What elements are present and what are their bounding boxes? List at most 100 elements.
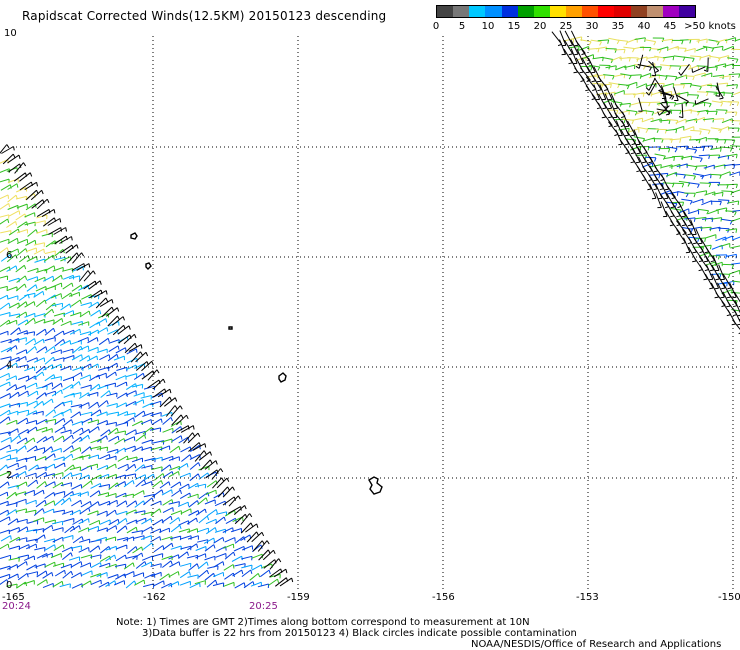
wind-barb: [26, 400, 38, 407]
wind-barb: [707, 84, 719, 87]
wind-barb: [51, 389, 62, 397]
wind-barb-flag: [42, 371, 45, 376]
wind-barb-flag: [97, 402, 100, 407]
wind-barb: [14, 162, 24, 174]
legend-swatch-12: [630, 6, 647, 17]
wind-barb: [161, 555, 173, 560]
wind-barb-flag: [135, 500, 138, 505]
wind-barb: [126, 500, 136, 508]
wind-barb: [15, 498, 27, 504]
wind-barb: [0, 356, 12, 360]
wind-barb: [135, 561, 146, 569]
wind-barb: [6, 265, 17, 272]
wind-barb: [0, 254, 11, 262]
wind-barb: [660, 85, 667, 99]
wind-barb: [87, 510, 99, 516]
wind-barb: [70, 411, 80, 419]
wind-barb: [570, 36, 582, 40]
wind-barb: [654, 153, 666, 157]
wind-barb-flag: [23, 162, 27, 167]
wind-barb: [187, 432, 199, 444]
wind-barb-flag: [615, 110, 619, 115]
wind-barb-flag: [697, 111, 700, 116]
wind-barb: [150, 563, 162, 567]
wind-barb: [23, 489, 35, 495]
wind-barb: [95, 536, 107, 541]
wind-barb: [53, 227, 66, 235]
wind-barb: [216, 477, 228, 489]
wind-barb: [34, 220, 46, 224]
wind-barb: [78, 284, 89, 291]
wind-barb: [97, 327, 108, 334]
wind-barb: [198, 569, 208, 578]
wind-barb: [7, 237, 18, 245]
wind-barb-flag: [256, 523, 259, 528]
wind-barb: [83, 270, 94, 282]
wind-barb: [51, 382, 62, 390]
wind-barb: [79, 454, 91, 459]
wind-barb: [70, 545, 82, 549]
wind-barb: [123, 562, 134, 570]
wind-barb: [142, 555, 153, 561]
wind-barb-flag: [197, 473, 201, 478]
wind-barb-flag: [69, 497, 72, 502]
wind-barb: [34, 276, 45, 283]
wind-barb: [661, 89, 667, 103]
wind-barb-flag: [80, 346, 83, 351]
wind-barb: [179, 472, 191, 478]
wind-barb-flag: [53, 328, 56, 333]
wind-barb: [131, 446, 143, 452]
wind-barb: [0, 202, 9, 210]
wind-barb: [60, 429, 72, 434]
wind-barb: [152, 489, 163, 497]
wind-barb: [133, 535, 145, 539]
time-label-left: 20:24: [2, 601, 31, 612]
wind-barb: [6, 319, 17, 325]
wind-barb: [228, 495, 239, 507]
wind-barb-flag: [161, 489, 164, 494]
wind-barb-flag: [696, 94, 700, 99]
wind-barb: [115, 347, 126, 354]
wind-barb-flag: [697, 183, 700, 189]
wind-barb: [681, 103, 684, 118]
wind-barb: [710, 147, 722, 150]
wind-barb: [0, 218, 8, 225]
wind-barb: [0, 403, 11, 408]
wind-barb: [642, 117, 654, 123]
wind-barb-flag: [681, 242, 686, 245]
wind-barb-flag: [79, 329, 81, 334]
wind-barb: [599, 84, 607, 100]
wind-barb: [41, 382, 53, 388]
wind-barb-flag: [114, 371, 117, 376]
wind-barb: [187, 493, 199, 499]
wind-barb: [65, 244, 78, 254]
wind-barb-flag: [35, 383, 38, 388]
wind-barb: [169, 445, 180, 454]
legend-label-50-knots: >50 knots: [684, 21, 736, 32]
wind-barb: [35, 365, 45, 374]
wind-barb: [212, 582, 224, 587]
wind-barb: [642, 162, 653, 168]
wind-barb: [627, 120, 636, 136]
wind-barb-flag: [128, 325, 131, 330]
wind-barb-flag: [171, 543, 174, 548]
wind-barb: [33, 508, 43, 516]
wind-barb-flag: [106, 400, 109, 405]
wind-barb: [587, 57, 596, 73]
wind-barb: [44, 250, 56, 255]
wind-barb-flag: [215, 480, 218, 485]
wind-barb: [644, 39, 656, 43]
wind-barb: [33, 338, 44, 346]
wind-barb-flag: [706, 38, 708, 44]
wind-barb: [105, 421, 117, 426]
wind-barb: [699, 182, 711, 184]
wind-barb: [26, 564, 37, 571]
wind-barb: [0, 178, 10, 183]
wind-barb-flag: [18, 557, 20, 562]
wind-barb: [733, 236, 740, 241]
wind-barb-flag: [214, 527, 217, 532]
wind-barb: [603, 74, 615, 77]
wind-barb-flag: [256, 531, 259, 536]
lon-label-156: -156: [432, 592, 455, 603]
wind-barb: [654, 175, 665, 189]
